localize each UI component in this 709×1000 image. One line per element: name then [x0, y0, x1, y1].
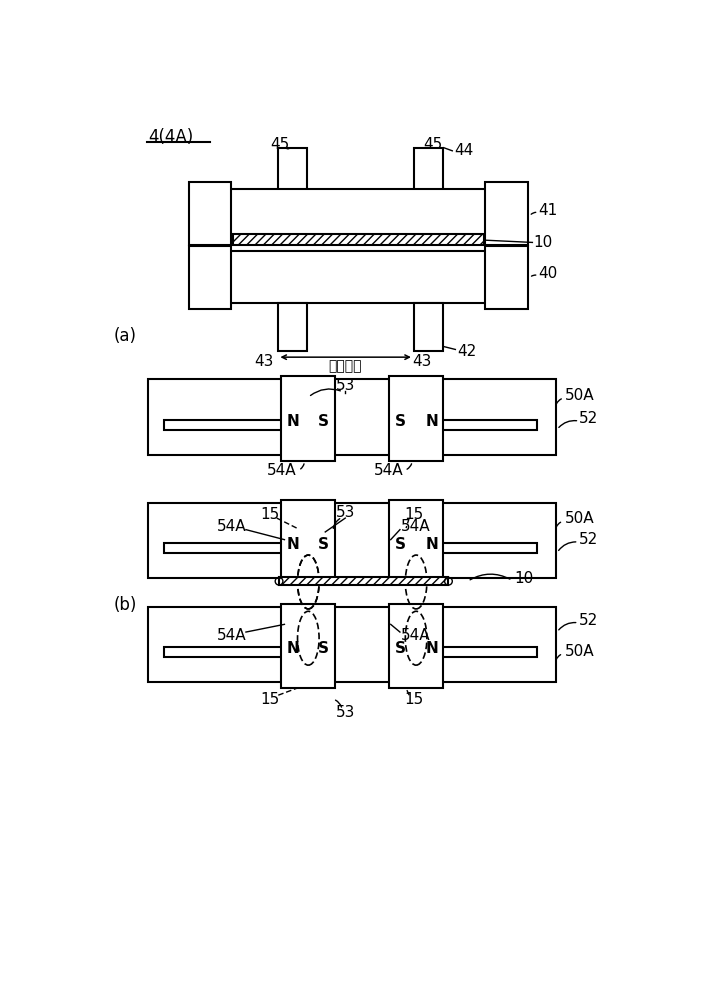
Bar	[410, 647, 537, 657]
Bar	[277, 303, 307, 351]
Bar	[164, 420, 283, 430]
Text: 40: 40	[539, 266, 558, 282]
Text: N: N	[286, 641, 299, 656]
Text: 54A: 54A	[401, 628, 430, 643]
Bar	[486, 182, 527, 245]
Bar	[389, 604, 443, 688]
Text: 43: 43	[254, 354, 274, 369]
Text: 45: 45	[270, 137, 289, 152]
Text: N: N	[425, 414, 438, 429]
Bar	[220, 251, 497, 303]
Bar	[148, 503, 557, 578]
Text: 15: 15	[260, 692, 279, 707]
Bar	[414, 148, 443, 195]
Text: 54A: 54A	[216, 628, 246, 643]
Text: N: N	[425, 641, 438, 656]
Bar	[277, 148, 307, 195]
Text: 54A: 54A	[374, 463, 404, 478]
Bar	[233, 234, 484, 245]
Text: N: N	[286, 537, 299, 552]
Text: 15: 15	[260, 507, 279, 522]
Text: N: N	[286, 414, 299, 429]
Bar	[389, 500, 443, 584]
Text: 50A: 50A	[564, 388, 594, 403]
Text: 50A: 50A	[564, 644, 594, 659]
Text: S: S	[395, 641, 406, 656]
Text: 53: 53	[335, 505, 355, 520]
Text: 44: 44	[454, 143, 473, 158]
Bar	[189, 182, 231, 245]
Text: 10: 10	[514, 571, 533, 586]
Text: N: N	[425, 537, 438, 552]
Text: 45: 45	[423, 137, 442, 152]
Bar	[148, 379, 557, 455]
Text: S: S	[318, 641, 329, 656]
Text: 成膜区域: 成膜区域	[328, 359, 362, 373]
Bar	[148, 607, 557, 682]
Text: 53: 53	[335, 378, 355, 393]
Text: 43: 43	[412, 354, 432, 369]
Text: 4(4A): 4(4A)	[148, 128, 194, 146]
Bar	[279, 577, 449, 585]
Text: 42: 42	[457, 344, 476, 359]
Text: (b): (b)	[113, 596, 137, 614]
Bar	[164, 647, 283, 657]
Text: 41: 41	[539, 203, 558, 218]
Bar	[164, 543, 283, 553]
Text: 53: 53	[335, 705, 355, 720]
Bar	[189, 246, 231, 309]
Text: 54A: 54A	[401, 519, 430, 534]
Text: S: S	[318, 537, 329, 552]
Bar	[410, 420, 537, 430]
Text: 15: 15	[404, 507, 423, 522]
Text: S: S	[318, 414, 329, 429]
Text: 54A: 54A	[267, 463, 296, 478]
Text: 52: 52	[579, 411, 598, 426]
Bar	[414, 303, 443, 351]
Text: (a): (a)	[113, 327, 137, 345]
Text: 54A: 54A	[216, 519, 246, 534]
Text: 52: 52	[579, 532, 598, 547]
Text: 15: 15	[404, 692, 423, 707]
Text: S: S	[395, 537, 406, 552]
Bar	[281, 500, 335, 584]
Bar	[281, 376, 335, 461]
Bar	[486, 246, 527, 309]
Text: 50A: 50A	[564, 511, 594, 526]
Bar	[389, 376, 443, 461]
Bar	[281, 604, 335, 688]
Text: 52: 52	[579, 613, 598, 628]
Text: S: S	[395, 414, 406, 429]
Bar	[410, 543, 537, 553]
Bar	[220, 189, 497, 235]
Text: 10: 10	[533, 235, 552, 250]
